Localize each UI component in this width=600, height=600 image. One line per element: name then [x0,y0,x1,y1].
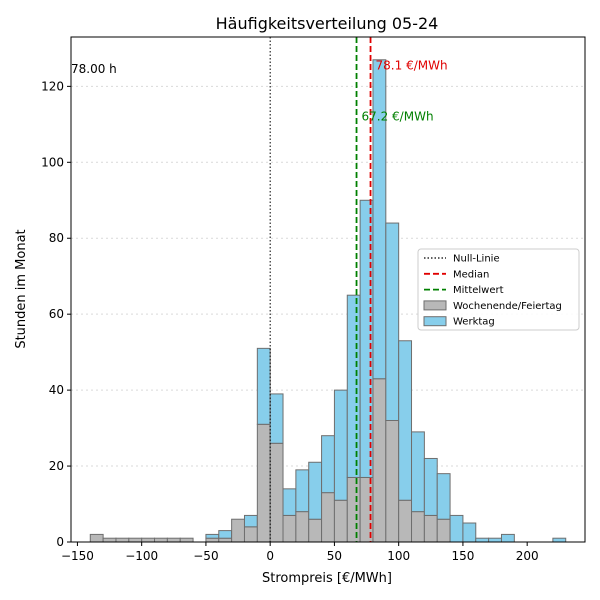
y-tick-label: 0 [56,535,64,549]
reference-lines: 78.1 €/MWh 67.2 €/MWh [269,37,448,542]
bar-weekday [411,431,425,513]
median-label: 78.1 €/MWh [376,58,448,72]
bar-weekday [346,294,361,478]
bar-weekday [256,347,271,425]
x-tick-label: −50 [193,549,218,563]
legend-swatch-patch [423,300,447,311]
bar-weekend-holiday [269,442,284,543]
bar-weekday [321,435,335,494]
x-tick-label: −150 [61,549,94,563]
x-tick-label: 100 [387,549,410,563]
bar-weekday [488,537,502,543]
x-tick-label: 50 [327,549,342,563]
bar-weekday [436,473,451,520]
bar-weekday [218,530,233,539]
bar-weekday [462,522,477,543]
bar-weekend-holiday [243,526,258,543]
bar-weekend-holiday [398,499,413,543]
bar-weekend-holiday [423,514,438,543]
y-tick-label: 120 [41,79,64,93]
bar-weekend-holiday [128,537,143,543]
bar-weekday [295,469,310,513]
legend-label: Werktag [453,317,495,328]
legend-box [417,248,580,331]
mean-label: 67.2 €/MWh [362,110,434,124]
bar-weekend-holiday [321,492,335,543]
y-tick-label: 100 [41,155,64,169]
legend-label: Mittelwert [453,285,504,296]
bar-weekday [308,461,323,520]
bar-weekday [282,488,297,516]
bar-weekend-holiday [102,537,117,543]
y-tick-label: 80 [49,231,64,245]
bar-weekend-holiday [141,537,156,543]
y-tick-label: 20 [49,459,64,473]
bar-weekday [243,514,258,528]
bar-weekend-holiday [411,511,425,543]
legend-swatch-patch [423,316,447,327]
bar-weekend-holiday [205,537,220,543]
bar-weekend-holiday [231,518,245,543]
bar-weekend-holiday [154,537,168,543]
bar-weekend-holiday [282,514,297,543]
bar-weekend-holiday [385,419,400,543]
bar-weekend-holiday [295,511,310,543]
legend: Null-Linie Median Mittelwert Wochenende/Fei… [417,248,580,331]
bar-weekend-holiday [346,476,361,543]
x-tick-label: 0 [266,549,274,563]
bar-weekend-holiday [308,518,323,543]
bar-weekday [333,389,348,501]
x-tick-label: 150 [451,549,474,563]
bar-weekend-holiday [218,537,233,543]
bar-weekend-holiday [436,518,451,543]
bar-weekend-holiday [333,499,348,543]
plot-area-frame [70,36,586,543]
hours-annotation: 78.00 h [71,62,117,76]
bar-weekday [372,59,387,380]
x-axis: −150 −100 −50 0 50 100 150 200 [61,542,539,563]
bar-weekend-holiday [256,423,271,543]
x-tick-label: 200 [516,549,539,563]
legend-label: Wochenende/Feiertag [453,301,562,312]
bar-weekday [552,537,567,543]
bar-weekend-holiday [179,537,194,543]
bar-weekday [423,457,438,516]
bar-weekend-holiday [115,537,130,543]
bar-weekday [269,393,284,444]
y-axis-label: Stunden im Monat [14,229,29,348]
bar-weekday [500,533,515,543]
legend-label: Median [453,269,489,280]
legend-label: Null-Linie [453,254,500,265]
y-tick-label: 60 [49,307,64,321]
x-tick-label: −100 [125,549,158,563]
chart-title: Häufigkeitsverteilung 05-24 [216,14,439,33]
bar-weekday [475,537,490,543]
x-axis-label: Strompreis [€/MWh] [262,571,392,586]
bar-weekend-holiday [166,537,181,543]
bar-weekday [449,514,464,543]
bar-weekend-holiday [89,533,104,543]
bar-weekday [385,222,400,421]
bar-weekday [205,533,220,539]
y-axis: 0 20 40 60 80 100 120 [41,79,71,549]
bar-weekday [398,340,413,501]
bar-weekend-holiday [372,378,387,543]
y-tick-label: 40 [49,383,64,397]
